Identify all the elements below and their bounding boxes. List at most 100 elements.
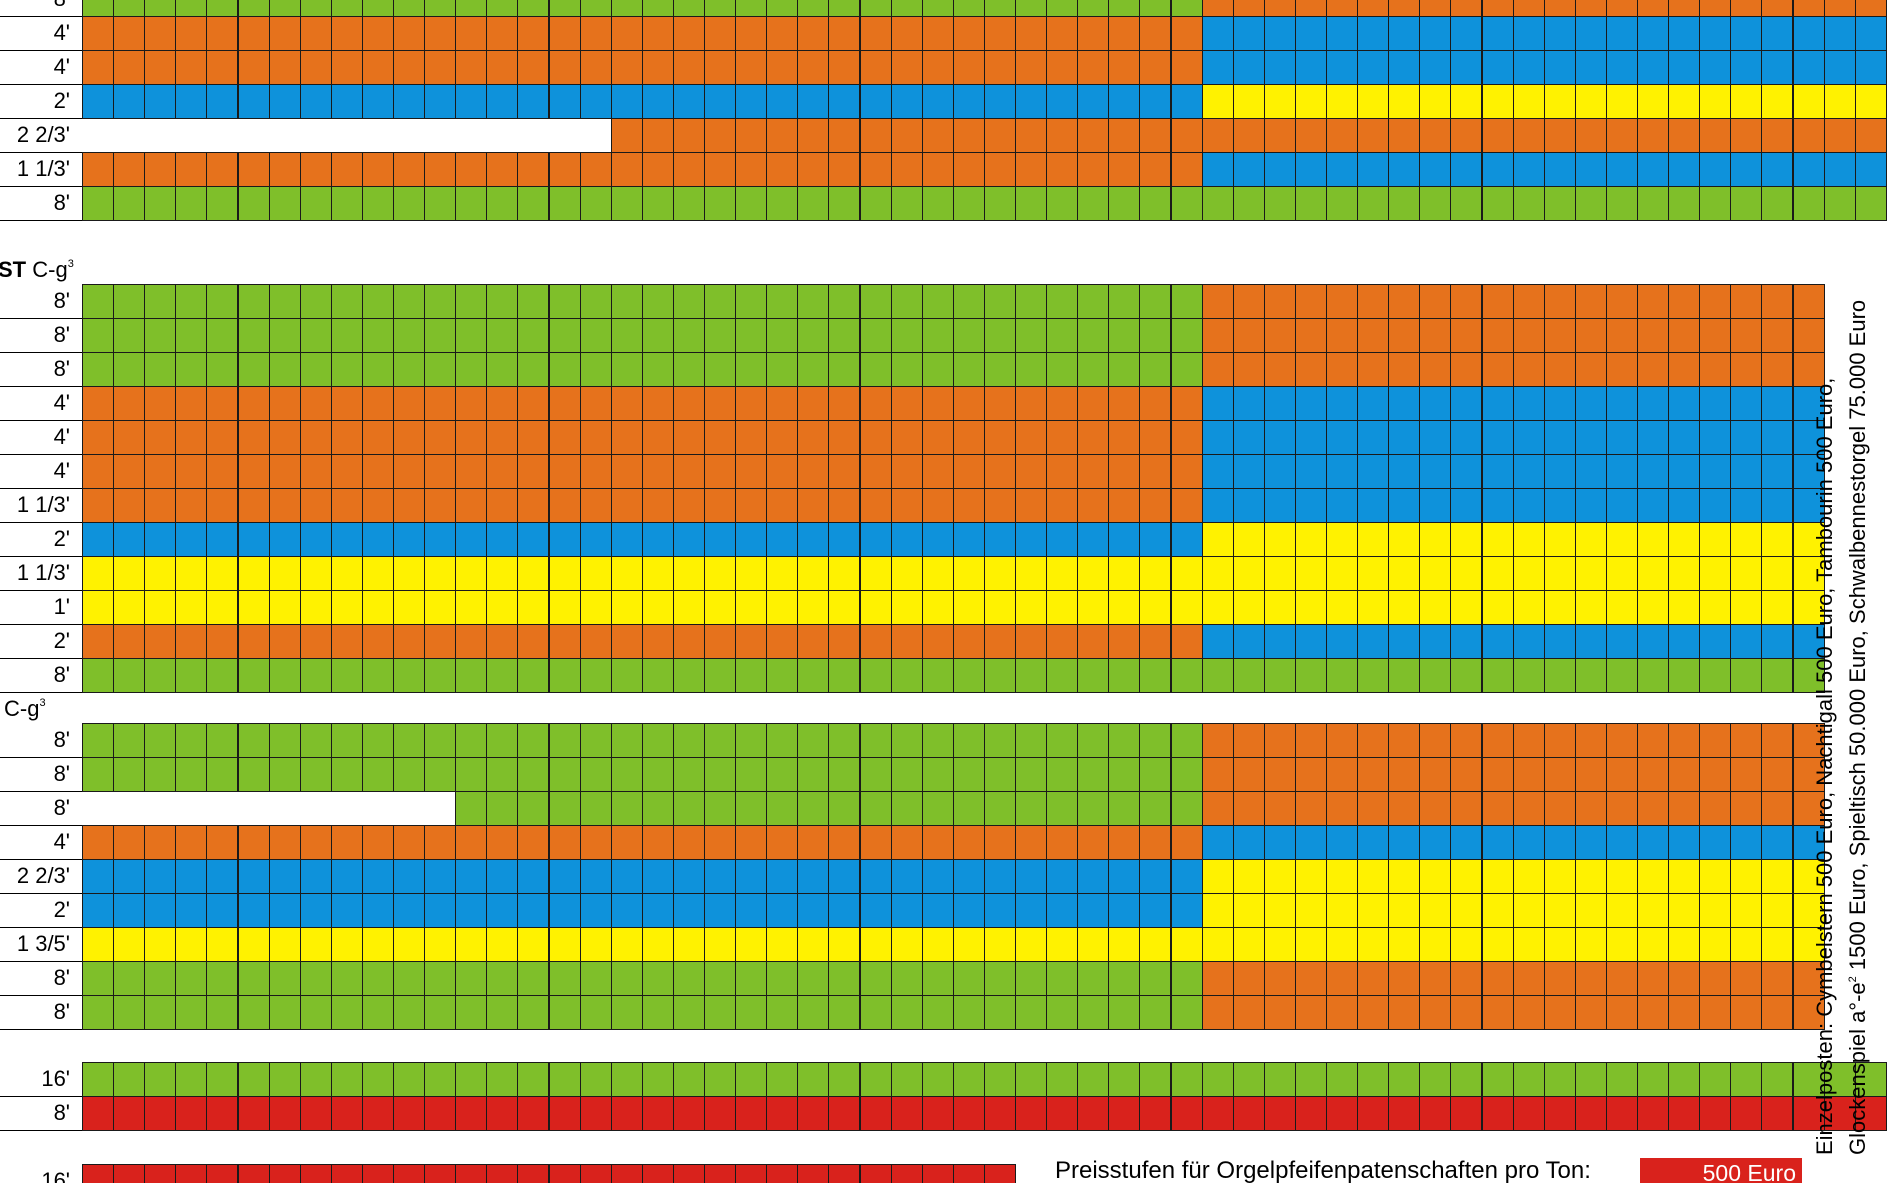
pipe-tone-cell-orange <box>1699 757 1732 792</box>
pipe-tone-cell-green <box>486 757 519 792</box>
pipe-tone-cell-blue <box>1357 386 1390 421</box>
pipe-tone-cell-orange <box>1108 488 1141 523</box>
pipe-tone-cell-yellow <box>828 927 861 962</box>
pipe-tone-cell-orange <box>268 386 301 421</box>
pipe-tone-cell-yellow <box>610 927 643 962</box>
row-underline <box>0 522 82 523</box>
pipe-tone-cell-blue <box>1761 454 1794 489</box>
pipe-tone-cell-yellow <box>1419 556 1452 591</box>
pipe-tone-cell-orange <box>1730 352 1763 387</box>
pipe-tone-cell-green <box>1481 1062 1514 1097</box>
pipe-tone-cell-blue <box>1481 454 1514 489</box>
pipe-tone-cell-green <box>1637 186 1670 221</box>
pipe-tone-cell-blue <box>1015 859 1048 894</box>
pipe-tone-cell-yellow <box>1574 590 1607 625</box>
pipe-tone-cell-blue <box>952 84 985 119</box>
pipe-tone-cell-yellow <box>1512 84 1545 119</box>
pipe-tone-cell-blue <box>1294 386 1327 421</box>
pipe-tone-cell-green <box>704 318 737 353</box>
pipe-tone-cell-yellow <box>1543 590 1576 625</box>
pipe-tone-cell-orange <box>206 152 239 187</box>
pipe-tone-cell-yellow <box>1543 927 1576 962</box>
pipe-tone-cell-orange <box>1201 284 1234 319</box>
pipe-tone-cell-green <box>144 0 177 17</box>
pipe-tone-cell-yellow <box>1201 522 1234 557</box>
pipe-tone-cell-orange <box>859 825 892 860</box>
pipe-tone-cell-green <box>299 1062 332 1097</box>
pipe-tone-cell-orange <box>1201 118 1234 153</box>
pipe-tone-cell-orange <box>1139 624 1172 659</box>
pipe-tone-cell-blue <box>1668 152 1701 187</box>
pipe-tone-cell-blue <box>1512 454 1545 489</box>
pipe-tone-cell-green <box>82 0 115 17</box>
pipe-tone-cell-orange <box>952 624 985 659</box>
pipe-tone-cell-blue <box>579 84 612 119</box>
pipe-tone-cell-green <box>517 0 550 17</box>
pipe-tone-cell-green <box>144 658 177 693</box>
pipe-tone-cell-green <box>1077 186 1110 221</box>
pipe-tone-cell-yellow <box>1699 893 1732 928</box>
pipe-tone-cell-blue <box>983 893 1016 928</box>
pipe-tone-cell-orange <box>1574 791 1607 826</box>
pipe-tone-cell-blue <box>1232 488 1265 523</box>
pipe-tone-cell-green <box>766 318 799 353</box>
pipe-tone-cell-orange <box>455 488 488 523</box>
pipe-tone-cell-orange <box>1668 318 1701 353</box>
pipe-tone-cell-green <box>206 723 239 758</box>
pipe-tone-cell-orange <box>1326 318 1359 353</box>
pipe-tone-cell-blue <box>1854 16 1887 51</box>
pipe-tone-cell-green <box>424 995 457 1030</box>
pipe-tone-cell-yellow <box>766 927 799 962</box>
pipe-tone-cell-orange <box>424 454 457 489</box>
pipe-tone-cell-orange <box>113 16 146 51</box>
pipe-tone-cell-blue <box>704 859 737 894</box>
pipe-tone-cell-yellow <box>1232 893 1265 928</box>
pipe-tone-cell-blue <box>1761 624 1794 659</box>
pipe-tone-cell-yellow <box>1730 556 1763 591</box>
pipe-tone-cell-green <box>393 0 426 17</box>
pipe-tone-cell-orange <box>330 624 363 659</box>
pipe-tone-cell-green <box>983 0 1016 17</box>
pipe-tone-cell-green <box>361 1062 394 1097</box>
pipe-tone-cell-yellow <box>1792 84 1825 119</box>
pipe-tone-cell-orange <box>1512 791 1545 826</box>
pipe-tone-cell-green <box>393 658 426 693</box>
pipe-tone-cell-yellow <box>1357 556 1390 591</box>
pipe-tone-cell-green <box>361 0 394 17</box>
pipe-tone-cell-orange <box>144 488 177 523</box>
pipe-tone-cell-orange <box>1263 318 1296 353</box>
pipe-tone-cell-orange <box>1668 0 1701 17</box>
pipe-tone-cell-green <box>921 961 954 996</box>
pipe-tone-cell-orange <box>1388 284 1421 319</box>
pipe-tone-cell-orange <box>268 624 301 659</box>
pipe-tone-cell-green <box>921 791 954 826</box>
pipe-tone-cell-yellow <box>1046 927 1079 962</box>
pipe-tone-cell-blue <box>1419 16 1452 51</box>
pipe-tone-cell-yellow <box>175 556 208 591</box>
pipe-tone-cell-blue <box>1263 16 1296 51</box>
pipe-tone-cell-green <box>952 186 985 221</box>
pipe-tone-cell-red <box>548 1096 581 1131</box>
pipe-tone-cell-red <box>113 1164 146 1183</box>
pipe-tone-cell-green <box>983 352 1016 387</box>
pipe-tone-cell-red <box>983 1096 1016 1131</box>
register-footage-label: 4' <box>53 829 70 854</box>
pipe-tone-cell-yellow <box>330 927 363 962</box>
pipe-tone-cell-green <box>952 757 985 792</box>
pipe-tone-cell-blue <box>1201 50 1234 85</box>
pipe-tone-cell-yellow <box>1574 893 1607 928</box>
pipe-tone-cell-blue <box>1854 152 1887 187</box>
pipe-tone-cell-orange <box>361 152 394 187</box>
pipe-tone-cell-orange <box>1699 723 1732 758</box>
pipe-tone-cell-orange <box>766 118 799 153</box>
pipe-tone-cell-red <box>1201 1096 1234 1131</box>
pipe-tone-cell-orange <box>579 488 612 523</box>
pipe-tone-cell-green <box>1077 791 1110 826</box>
pipe-tone-cell-green <box>797 757 830 792</box>
pipe-tone-cell-blue <box>1823 50 1856 85</box>
pipe-tone-cell-blue <box>1294 50 1327 85</box>
pipe-tone-cell-green <box>828 186 861 221</box>
pipe-tone-cell-orange <box>1077 152 1110 187</box>
pipe-tone-cell-red <box>175 1164 208 1183</box>
pipe-tone-cell-green <box>797 318 830 353</box>
